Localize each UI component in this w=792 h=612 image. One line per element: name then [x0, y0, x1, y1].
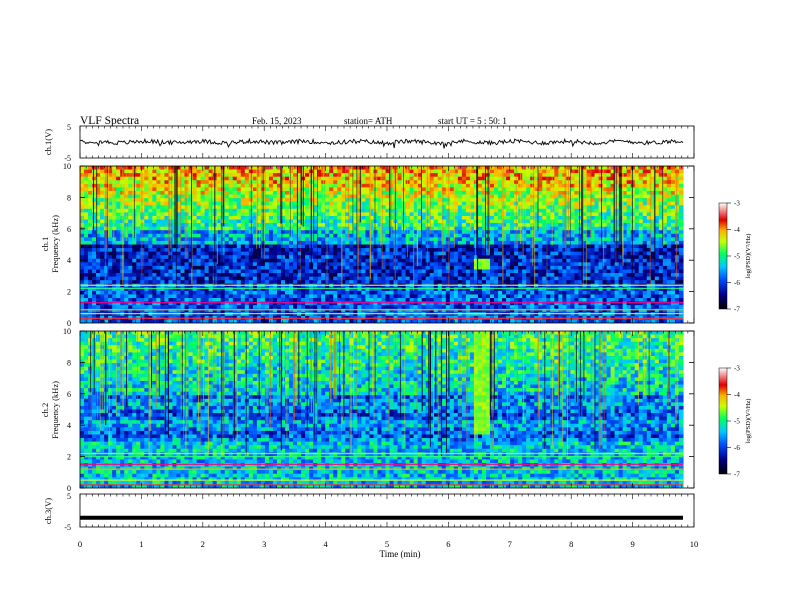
ch2-spectrogram-ytick-0: 0: [67, 484, 71, 493]
ch1-spectrogram-ytick-8: 8: [67, 193, 71, 202]
ch2-spectrogram-colorbar-tick--7: -7: [734, 471, 740, 479]
ch1-colorbar-label: log(PSD)(V²/Hz): [745, 234, 752, 279]
ch1-ytick-top: 5: [67, 123, 71, 132]
time-tick-2: 2: [201, 539, 205, 549]
ch2-spectrogram-colorbar-tick--4: -4: [734, 391, 740, 399]
ch3-ytick-top: 5: [67, 492, 71, 501]
ch1-spectrogram-ytick-4: 4: [67, 256, 71, 265]
ch1-colorbar-gradient: [718, 202, 728, 310]
ch1-spectrogram-colorbar-tick--7: -7: [734, 306, 740, 314]
ch2-spectrogram-colorbar-tick--5: -5: [734, 418, 740, 426]
ch2-spectrogram-ylabel: Frequency (kHz): [50, 381, 60, 439]
ch2-colorbar-label: log(PSD)(V²/Hz): [745, 399, 752, 444]
time-tick-7: 7: [508, 539, 512, 549]
ch1-spectrogram-colorbar-tick--6: -6: [734, 279, 740, 287]
time-tick-10: 10: [690, 539, 699, 549]
ch1-waveform-trace: [79, 137, 684, 149]
ch2-colorbar: -3 -4 -5 -6 -7 log(PSD)(V²/Hz): [718, 365, 752, 479]
ch2-spectrogram-ylabel-channel: ch.2: [40, 403, 50, 417]
time-tick-4: 4: [323, 539, 328, 549]
time-tick-1: 1: [139, 539, 143, 549]
ch1-spectrogram-ylabel-channel: ch.1: [40, 237, 50, 251]
time-tick-0: 0: [78, 539, 82, 549]
ch2-spectrogram-ytick-4: 4: [67, 421, 71, 430]
time-axis-label: Time (min): [380, 549, 421, 559]
ch1-spectrogram-panel: 0 2 4 6 8 10 ch.1 Frequency (kHz): [40, 162, 695, 328]
ch3-waveform-ylabel: ch.3(V): [43, 498, 53, 524]
ch1-spectrogram-ytick-10: 10: [63, 162, 71, 171]
time-tick-3: 3: [262, 539, 266, 549]
ch2-spectrogram-ytick-2: 2: [67, 453, 71, 462]
ch2-spectrogram-colorbar-tick--3: -3: [734, 365, 740, 373]
time-axis: 0 1 2 3 4 5 6 7 8 9 10: [78, 126, 698, 549]
ch1-spectrogram-ylabel: Frequency (kHz): [50, 215, 60, 273]
ch2-spectrogram-colorbar-tick--6: -6: [734, 444, 740, 452]
ch1-spectrogram-ytick-0: 0: [67, 319, 71, 328]
ch1-spectrogram-colorbar-tick--4: -4: [734, 226, 740, 234]
ch1-spectrogram-ytick-6: 6: [67, 225, 71, 234]
ch2-spectrogram-ytick-6: 6: [67, 390, 71, 399]
start-time-label: start UT = 5 : 50: 1: [438, 116, 507, 126]
ch2-spectrogram-ytick-8: 8: [67, 358, 71, 367]
ch2-spectrogram-ytick-10: 10: [63, 327, 71, 336]
time-tick-9: 9: [630, 539, 634, 549]
time-tick-5: 5: [385, 539, 389, 549]
time-tick-6: 6: [446, 539, 450, 549]
ch1-colorbar: -3 -4 -5 -6 -7 log(PSD)(V²/Hz): [718, 200, 752, 314]
station-label: station= ATH: [344, 116, 393, 126]
ch2-spectrogram-panel: 0 2 4 6 8 10 ch.2 Frequency (kHz): [40, 327, 695, 493]
ch1-ytick-bottom: -5: [64, 154, 71, 163]
chart-title: VLF Spectra: [80, 115, 139, 127]
ch1-spectrogram-colorbar-tick--5: -5: [734, 253, 740, 261]
ch2-colorbar-gradient: [718, 367, 728, 475]
date-label: Feb. 15, 2023: [252, 116, 302, 126]
ch1-waveform-ylabel: ch.1(V): [43, 129, 53, 155]
time-tick-8: 8: [569, 539, 573, 549]
ch1-spectrogram-colorbar-tick--3: -3: [734, 200, 740, 208]
ch3-ytick-bottom: -5: [64, 523, 71, 532]
ch1-spectrogram-ytick-2: 2: [67, 288, 71, 297]
